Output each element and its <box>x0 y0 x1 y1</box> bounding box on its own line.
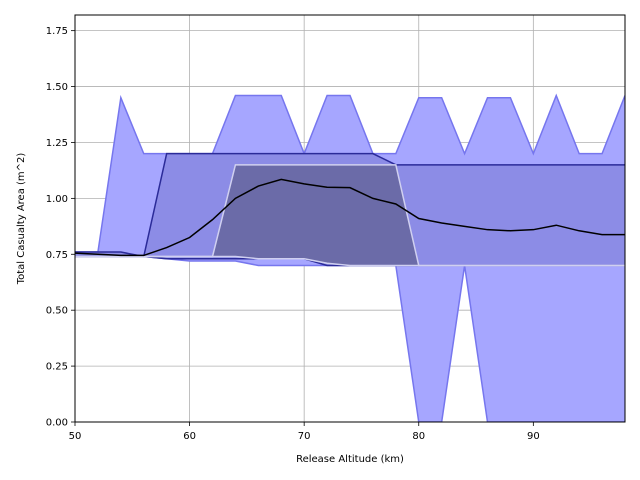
plot-frame <box>74 14 626 423</box>
bands <box>75 93 625 422</box>
y-tick-label: 0.75 <box>46 250 68 261</box>
y-tick-label: 0.00 <box>46 418 68 429</box>
x-tick-label: 60 <box>183 431 196 442</box>
x-tick-label: 90 <box>527 431 540 442</box>
x-axis-label: Release Altitude (km) <box>296 454 404 465</box>
x-axis-ticks: 50 60 70 80 90 <box>69 422 540 442</box>
x-tick-label: 70 <box>298 431 311 442</box>
middle-band-upper-edge <box>75 152 625 258</box>
y-tick-label: 0.50 <box>46 306 68 317</box>
y-tick-label: 1.75 <box>46 26 68 37</box>
inner-band-fill <box>75 164 625 266</box>
x-tick-label: 50 <box>69 431 82 442</box>
y-tick-label: 1.25 <box>46 138 68 149</box>
y-axis-label: Total Casualty Area (m^2) <box>16 153 27 286</box>
y-tick-label: 0.25 <box>46 362 68 373</box>
y-tick-label: 1.00 <box>46 194 68 205</box>
median-line-group <box>75 178 625 257</box>
y-tick-label: 1.50 <box>46 82 68 93</box>
median-line <box>75 178 625 257</box>
inner-band-lower-edge <box>75 255 625 267</box>
y-axis-ticks: 0.00 0.25 0.50 0.75 1.00 1.25 1.50 1.75 <box>46 26 75 429</box>
x-tick-label: 80 <box>412 431 425 442</box>
